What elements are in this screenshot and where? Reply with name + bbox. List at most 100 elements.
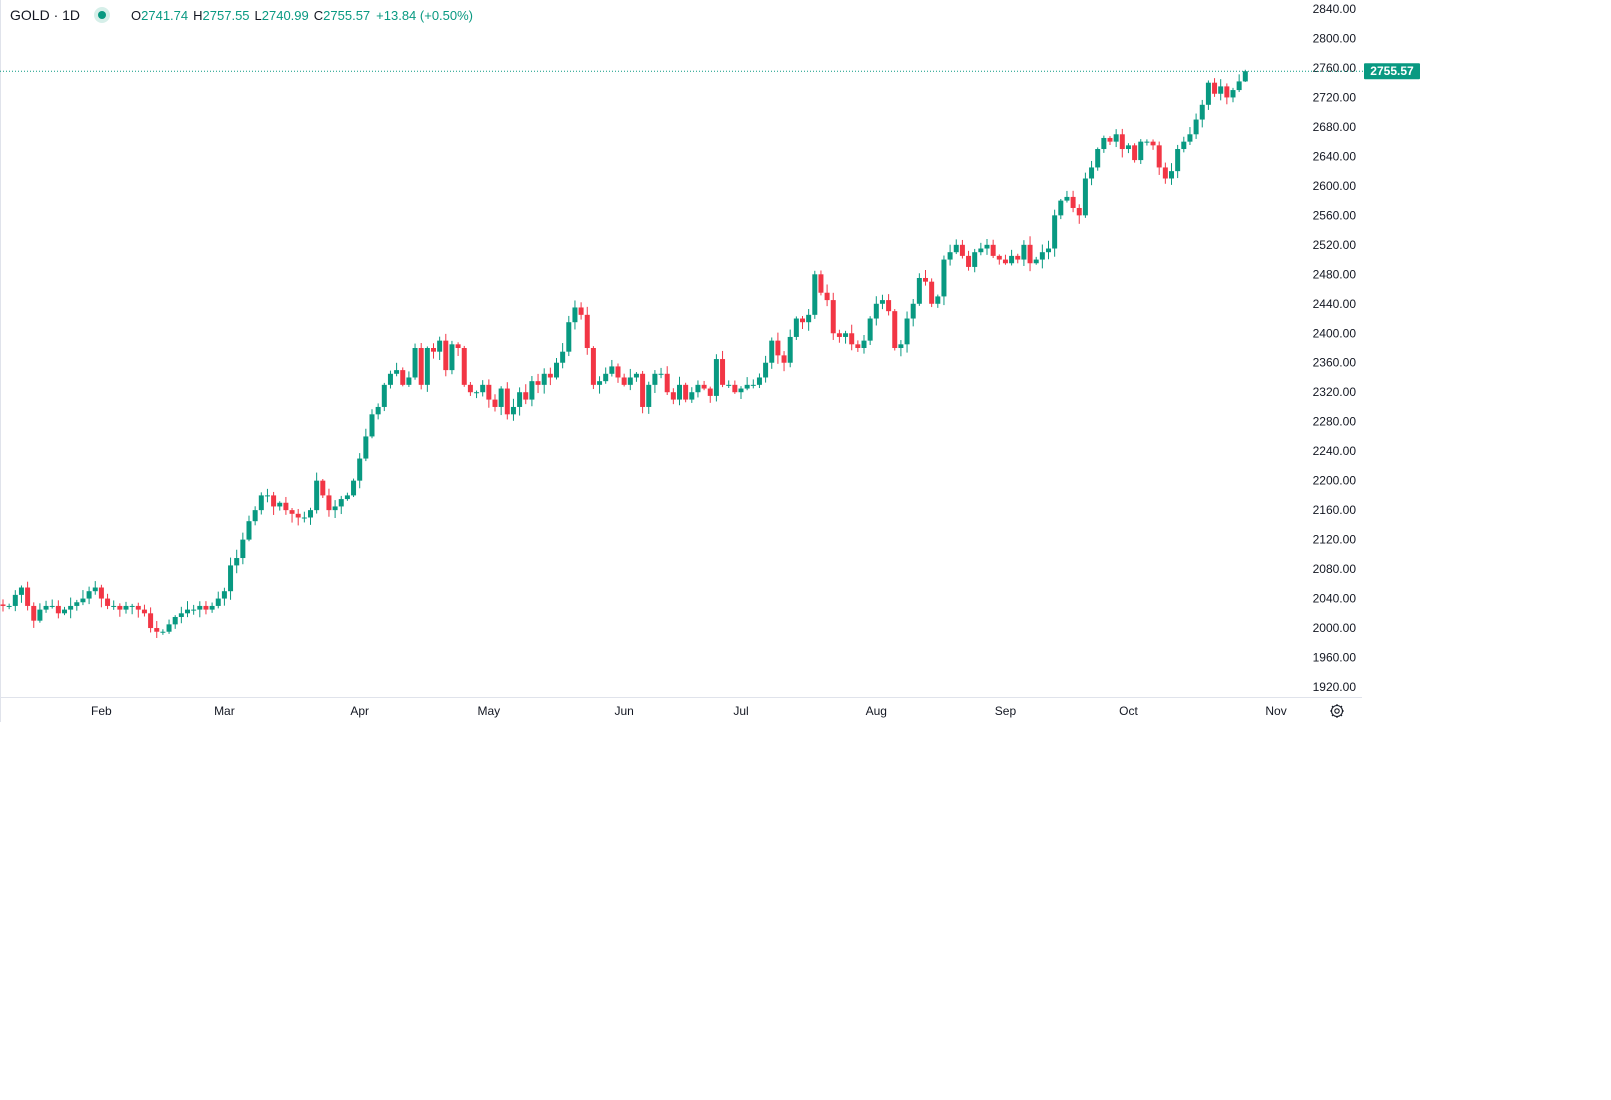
candle-body — [135, 605, 141, 610]
candle-body — [996, 255, 1002, 260]
candle-body — [375, 406, 381, 415]
candle-up — [1064, 190, 1070, 203]
candle-down — [1119, 128, 1125, 158]
candle-down — [683, 382, 689, 403]
candle-body — [1021, 244, 1027, 260]
candle-body — [892, 311, 898, 348]
candle-body — [701, 384, 707, 389]
price-tick-label: 2480.00 — [1313, 267, 1357, 281]
candle-down — [615, 363, 621, 383]
candle-up — [646, 381, 652, 414]
candle-up — [738, 386, 744, 400]
candle-down — [830, 292, 836, 340]
candle-down — [590, 346, 596, 390]
candle-body — [1138, 141, 1144, 161]
candle-body — [172, 616, 178, 625]
high-label: H — [193, 7, 203, 23]
candle-body — [129, 605, 135, 607]
candle-up — [756, 373, 762, 389]
candle-down — [781, 351, 787, 372]
candle-up — [1144, 139, 1150, 146]
time-axis[interactable]: Feb Mar Apr May Jun Jul Aug Sep Oct Nov — [91, 704, 1287, 718]
candle-body — [867, 318, 873, 341]
candle-up — [258, 492, 264, 515]
candle-body — [283, 502, 289, 511]
candle-up — [1218, 79, 1224, 101]
candle-body — [0, 604, 6, 606]
price-tick-label: 2320.00 — [1313, 385, 1357, 399]
candle-up — [793, 316, 799, 340]
candle-body — [148, 613, 154, 629]
candle-body — [1064, 196, 1070, 201]
candle-up — [301, 511, 307, 523]
candle-body — [1144, 141, 1150, 143]
candle-up — [344, 492, 350, 501]
candle-up — [406, 371, 412, 387]
candle-down — [1224, 83, 1230, 105]
candle-body — [812, 274, 818, 315]
price-tick-label: 2360.00 — [1313, 356, 1357, 370]
candle-body — [1212, 82, 1218, 94]
candle-body — [584, 314, 590, 348]
candle-down — [923, 269, 928, 286]
price-axis[interactable]: 1920.00 1960.00 2000.00 2040.00 2080.00 2120.… — [1313, 2, 1357, 694]
candle-up — [480, 380, 486, 397]
candle-up — [812, 270, 818, 319]
candle-down — [929, 278, 935, 308]
candle-up — [873, 296, 879, 326]
candle-up — [437, 336, 443, 361]
candle-down — [492, 394, 498, 412]
candle-up — [541, 368, 547, 394]
candle-body — [1113, 134, 1119, 142]
close-label: C — [313, 7, 324, 23]
candle-up — [953, 239, 959, 255]
candle-up — [369, 409, 375, 439]
candle-up — [1125, 143, 1131, 154]
candle-body — [295, 513, 301, 518]
market-status-icon[interactable] — [94, 7, 111, 23]
price-tick-label: 2680.00 — [1313, 120, 1357, 134]
candle-down — [1076, 204, 1082, 224]
symbol-title[interactable]: GOLD · 1D — [10, 7, 81, 23]
candle-body — [369, 414, 375, 437]
candle-body — [406, 377, 412, 385]
candle-body — [590, 348, 596, 385]
candle-body — [400, 370, 406, 385]
candle-up — [627, 368, 633, 391]
candle-body — [504, 388, 510, 415]
candle-body — [910, 303, 916, 319]
candle-body — [381, 384, 387, 407]
price-tick-label: 2200.00 — [1313, 474, 1357, 488]
candle-body — [1169, 171, 1174, 179]
candle-body — [74, 602, 80, 606]
candle-up — [37, 603, 43, 623]
candle-body — [689, 392, 695, 400]
candle-body — [640, 373, 646, 407]
candle-down — [1107, 136, 1113, 146]
candle-up — [209, 602, 215, 613]
candle-body — [344, 495, 350, 500]
time-tick-label: Jun — [614, 704, 633, 718]
candle-down — [578, 302, 584, 320]
candle-body — [1052, 215, 1058, 249]
candle-body — [326, 495, 332, 511]
candle-body — [806, 314, 812, 323]
settings-gear-icon[interactable] — [1329, 703, 1345, 719]
candle-down — [990, 239, 996, 259]
candle-down — [443, 333, 449, 377]
candle-down — [467, 382, 473, 396]
candle-body — [461, 348, 467, 385]
candle-body — [1058, 200, 1064, 216]
candle-up — [1193, 113, 1199, 139]
candle-body — [228, 565, 234, 592]
candle-down — [892, 309, 898, 351]
candle-body — [86, 591, 92, 599]
candle-body — [849, 333, 855, 345]
candle-down — [886, 294, 892, 316]
candle-down — [707, 386, 713, 403]
candle-body — [1199, 104, 1205, 120]
candle-up — [68, 597, 74, 619]
time-tick-label: Nov — [1265, 704, 1286, 718]
candle-body — [154, 628, 160, 632]
